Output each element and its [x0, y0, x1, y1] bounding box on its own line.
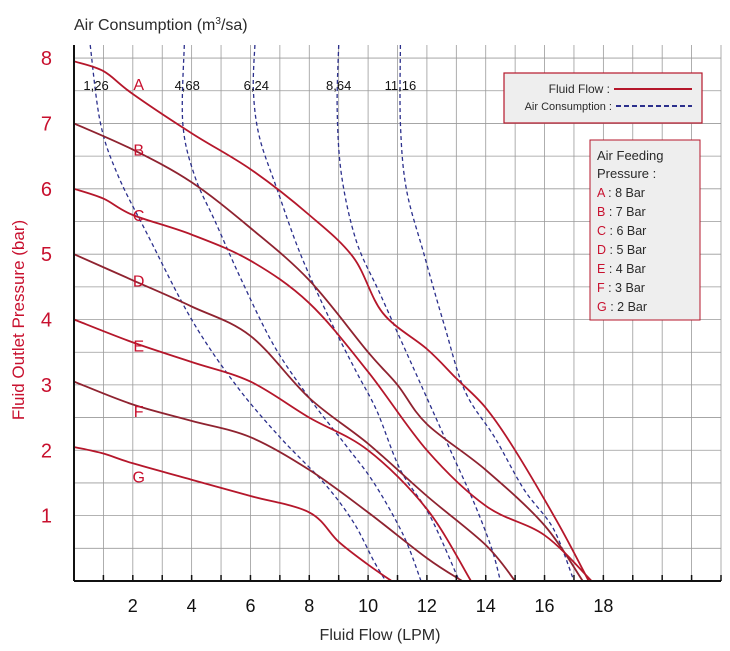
air-consumption-curve: [337, 45, 500, 581]
x-tick-label: 10: [358, 596, 378, 616]
x-tick-label: 2: [128, 596, 138, 616]
series-label: D: [133, 273, 145, 290]
air-consumption-label: 8,64: [326, 78, 351, 93]
pressure-item-key: C: [597, 224, 610, 238]
pressure-item-value: : 8 Bar: [608, 186, 645, 200]
y-tick-label: 2: [41, 440, 52, 462]
air-consumption-curves: 1,26 4,68 6,24 8,64 11,16: [83, 45, 574, 581]
pressure-item-value: : 7 Bar: [609, 205, 646, 219]
fluid-flow-curves: A B C D E F G: [74, 61, 592, 581]
pressure-item-key: A: [597, 186, 608, 200]
y-tick-label: 4: [41, 310, 52, 332]
air-consumption-label: 11,16: [385, 78, 417, 93]
pressure-box-title-2: Pressure :: [597, 166, 656, 181]
y-tick-label: 1: [41, 506, 52, 528]
x-tick-label: 16: [535, 596, 555, 616]
legend-fluid-flow-label: Fluid Flow :: [549, 82, 610, 96]
pressure-item: F : 3 Bar: [597, 281, 645, 295]
pressure-item: E : 4 Bar: [597, 262, 646, 276]
air-consumption-curve: [182, 45, 421, 581]
pressure-item: G : 2 Bar: [597, 300, 647, 314]
y-axis-label: Fluid Outlet Pressure (bar): [9, 220, 28, 420]
x-tick-label: 6: [245, 596, 255, 616]
pressure-item-value: : 5 Bar: [610, 243, 647, 257]
pressure-item: A : 8 Bar: [597, 186, 645, 200]
pressure-item-key: E: [597, 262, 609, 276]
pressure-item: C : 6 Bar: [597, 224, 646, 238]
pressure-item: D : 5 Bar: [597, 243, 646, 257]
legend: Fluid Flow : Air Consumption :: [504, 73, 702, 123]
air-consumption-label: 1,26: [83, 78, 108, 93]
y-tick-label: 5: [41, 244, 52, 266]
x-tick-label: 18: [593, 596, 613, 616]
air-consumption-curve: [253, 45, 459, 581]
title-suffix: /sa): [221, 17, 248, 34]
y-tick-label: 7: [41, 113, 52, 135]
legend-air-consumption-label: Air Consumption :: [525, 101, 612, 113]
pressure-item-key: G: [597, 300, 610, 314]
series-label: G: [132, 469, 144, 486]
x-tick-label: 14: [476, 596, 496, 616]
air-consumption-label: 4,68: [175, 78, 200, 93]
series-label: A: [133, 77, 144, 94]
pressure-item-key: F: [597, 281, 608, 295]
fluid-flow-curve: [74, 447, 392, 581]
pressure-item-value: : 3 Bar: [608, 281, 645, 295]
pressure-item-value: : 4 Bar: [609, 262, 646, 276]
air-consumption-curve: [400, 45, 574, 581]
x-tick-label: 8: [304, 596, 314, 616]
pressure-item-value: : 6 Bar: [610, 224, 647, 238]
series-label: B: [133, 143, 144, 160]
pressure-item-key: D: [597, 243, 610, 257]
series-label: E: [133, 339, 144, 356]
pressure-box: Air Feeding Pressure : A : 8 Bar B : 7 Ba…: [590, 140, 700, 320]
y-tick-label: 8: [41, 48, 52, 70]
x-tick-label: 4: [187, 596, 197, 616]
y-tick-label: 6: [41, 179, 52, 201]
y-tick-label: 3: [41, 375, 52, 397]
air-consumption-label: 6,24: [244, 78, 269, 93]
series-label: C: [133, 208, 145, 225]
x-tick-label: 12: [417, 596, 437, 616]
pressure-item-value: : 2 Bar: [610, 300, 647, 314]
pressure-item: B : 7 Bar: [597, 205, 646, 219]
series-label: F: [134, 404, 144, 421]
legend-box: [504, 73, 702, 123]
chart-title: Air Consumption (m3/sa): [74, 16, 248, 34]
pressure-box-title-1: Air Feeding: [597, 148, 663, 163]
title-prefix: Air Consumption (m: [74, 17, 215, 34]
air-consumption-curve: [90, 45, 386, 581]
x-axis-label: Fluid Flow (LPM): [320, 627, 441, 644]
pressure-item-key: B: [597, 205, 609, 219]
